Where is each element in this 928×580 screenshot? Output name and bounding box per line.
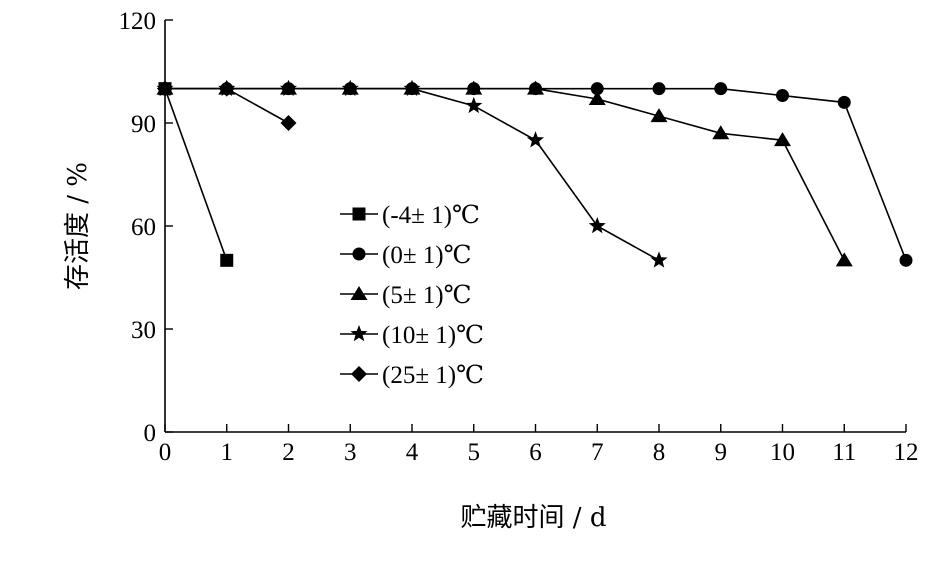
legend-item: (-4± 1)℃	[340, 202, 480, 229]
data-point-circle	[776, 89, 789, 103]
data-point-triangle	[527, 80, 544, 95]
series-line-star	[165, 87, 660, 262]
x-tick-label: 4	[406, 439, 419, 466]
data-point-star	[465, 96, 483, 114]
x-tick-label: 1	[221, 439, 234, 466]
data-point-star	[403, 79, 421, 96]
data-point-triangle	[588, 90, 606, 105]
y-tick-label: 60	[131, 214, 156, 241]
y-tick-label: 120	[119, 8, 157, 35]
data-point-star	[341, 79, 359, 96]
series-line-square	[164, 88, 228, 261]
x-tick-label: 9	[715, 439, 728, 466]
data-point-star	[526, 131, 545, 148]
legend: (-4± 1)℃ (0± 1)℃ (5± 1)℃ (10± 1)℃ (25± 1)℃	[340, 202, 484, 389]
data-point-triangle	[774, 132, 791, 147]
legend-label: (0± 1)℃	[382, 242, 472, 269]
x-tick-label: 5	[468, 439, 481, 466]
data-point-diamond	[280, 115, 297, 131]
data-point-triangle	[465, 80, 483, 95]
x-tick-label: 0	[159, 439, 172, 466]
series-line-triangle	[165, 87, 845, 261]
x-tick-label: 7	[591, 439, 604, 466]
legend-label: (10± 1)℃	[382, 322, 484, 349]
data-point-circle	[590, 82, 604, 96]
legend-marker-triangle	[350, 286, 368, 300]
data-point-square	[220, 253, 234, 267]
x-tick-label: 10	[770, 439, 795, 466]
x-tick-label: 11	[832, 439, 856, 466]
x-axis-title: 贮藏时间 / d	[461, 503, 607, 533]
data-point-star	[279, 79, 298, 96]
data-point-diamond	[157, 80, 173, 97]
legend-item: (5± 1)℃	[340, 282, 472, 309]
series-square	[158, 82, 234, 267]
data-point-triangle	[712, 125, 730, 140]
legend-marker-square	[352, 207, 366, 221]
legend-item: (10± 1)℃	[340, 322, 484, 349]
legend-item: (25± 1)℃	[340, 362, 484, 389]
data-point-triangle	[835, 252, 853, 267]
data-point-circle	[652, 82, 666, 96]
y-tick-label: 90	[131, 111, 156, 138]
data-point-circle	[837, 95, 851, 109]
series-star	[156, 79, 668, 268]
legend-label: (5± 1)℃	[382, 282, 472, 309]
data-point-diamond	[218, 80, 235, 97]
y-axis-title: 存活度 / %	[63, 162, 93, 290]
series-group	[156, 79, 913, 268]
y-tick-label: 30	[131, 317, 156, 344]
legend-item: (0± 1)℃	[340, 242, 472, 269]
y-tick-label: 0	[144, 420, 157, 447]
legend-marker-star	[350, 325, 368, 342]
legend-label: (-4± 1)℃	[382, 202, 480, 229]
legend-marker-diamond	[351, 366, 367, 382]
x-tick-label: 6	[529, 439, 542, 466]
data-point-circle	[899, 253, 913, 267]
legend-label: (25± 1)℃	[382, 362, 484, 389]
x-tick-label: 3	[344, 439, 357, 466]
series-line-circle	[165, 87, 907, 261]
data-point-star	[588, 217, 606, 234]
x-tick-label: 12	[894, 439, 919, 466]
data-point-circle	[714, 82, 728, 96]
data-point-star	[650, 251, 668, 268]
data-point-triangle	[650, 108, 668, 123]
series-diamond	[157, 80, 297, 131]
legend-marker-circle	[352, 247, 366, 261]
x-tick-label: 8	[653, 439, 666, 466]
x-tick-label: 2	[282, 439, 295, 466]
